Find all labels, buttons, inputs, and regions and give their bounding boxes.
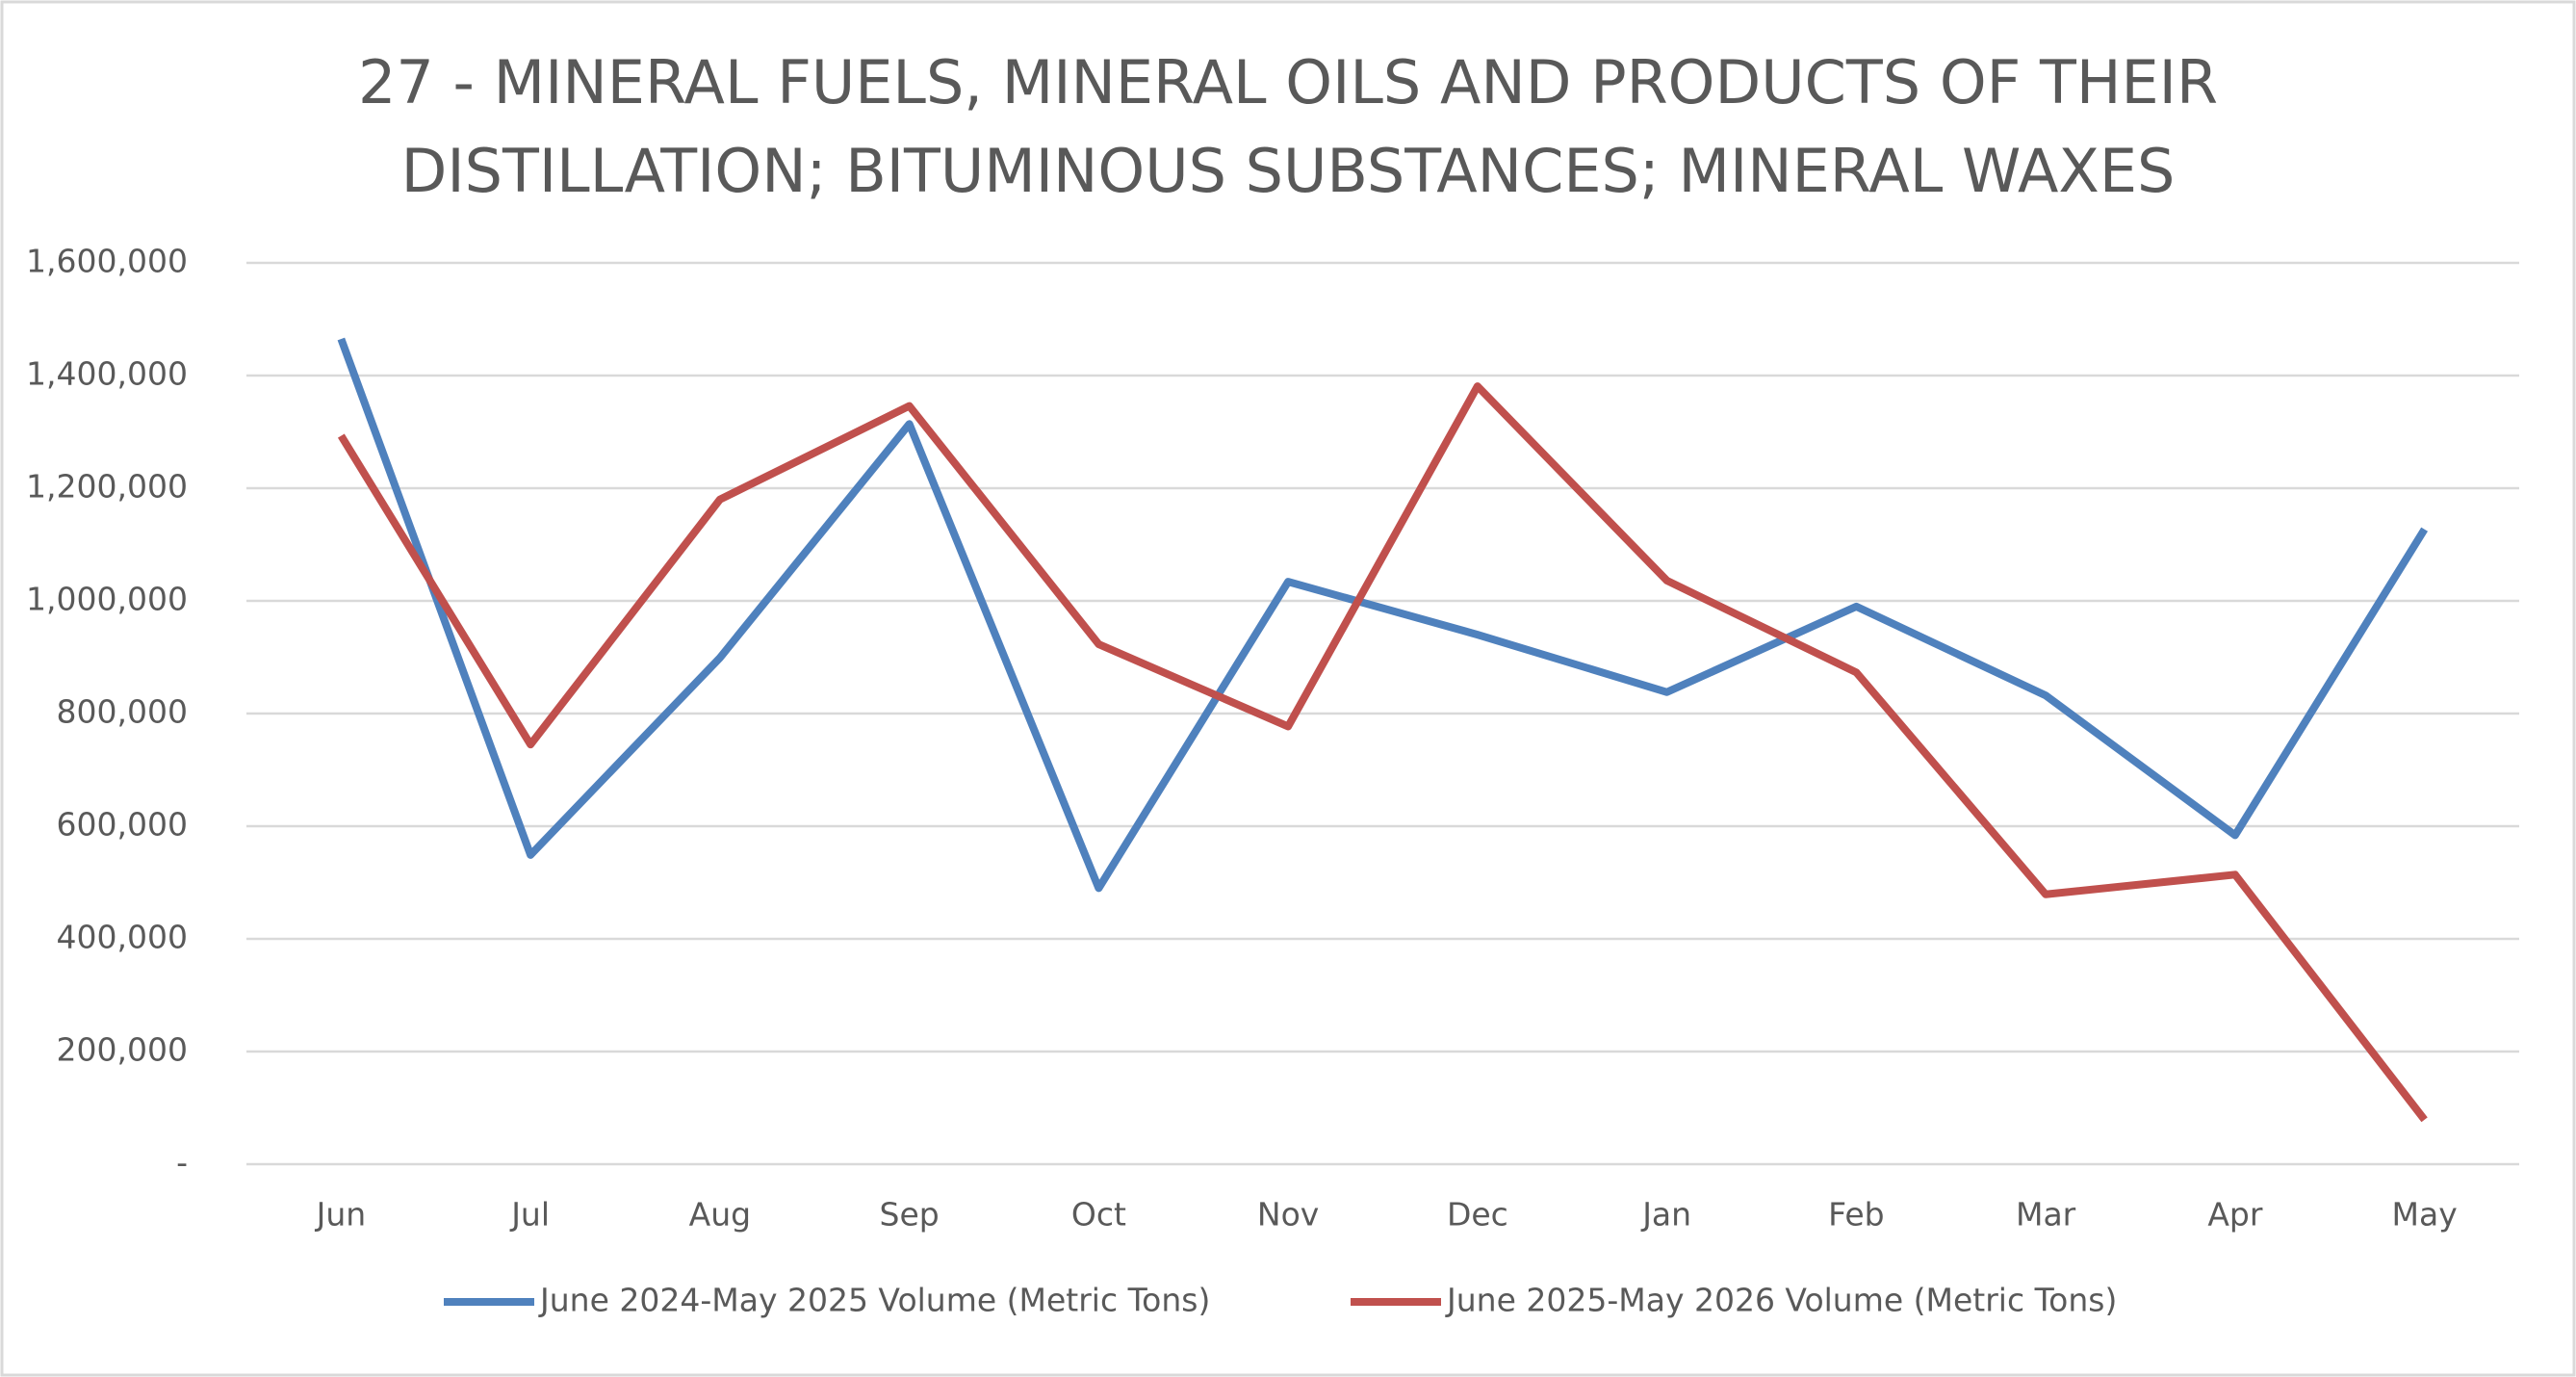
y-tick-label: 1,600,000 [26, 243, 188, 280]
x-tick-label: Feb [1828, 1196, 1884, 1234]
x-tick-label: Dec [1447, 1196, 1508, 1234]
x-tick-label: Mar [2016, 1196, 2076, 1234]
x-tick-label: Jun [315, 1196, 367, 1234]
y-tick-label: 1,200,000 [26, 468, 188, 506]
y-tick-label: 800,000 [57, 693, 188, 731]
series-line [337, 337, 2429, 893]
x-tick-label: May [2392, 1196, 2458, 1234]
y-tick-label: 600,000 [57, 806, 188, 844]
y-tick-label: 200,000 [57, 1031, 188, 1069]
y-tick-label: 1,000,000 [26, 581, 188, 618]
y-tick-label: 400,000 [57, 919, 188, 956]
series-line [337, 382, 2428, 1123]
x-tick-label: Apr [2207, 1196, 2263, 1234]
y-tick-label: - [176, 1144, 188, 1182]
x-tick-label: Jan [1640, 1196, 1691, 1234]
x-tick-label: Nov [1257, 1196, 1319, 1234]
x-tick-label: Sep [880, 1196, 940, 1234]
y-tick-label: 1,400,000 [26, 355, 188, 393]
legend-label: June 2025-May 2026 Volume (Metric Tons) [1445, 1282, 2117, 1319]
x-tick-label: Jul [509, 1196, 550, 1234]
x-tick-label: Aug [689, 1196, 751, 1234]
legend-label: June 2024-May 2025 Volume (Metric Tons) [538, 1282, 1210, 1319]
x-tick-label: Oct [1071, 1196, 1126, 1234]
chart-title: 27 - MINERAL FUELS, MINERAL OILS AND PRO… [357, 47, 2219, 206]
